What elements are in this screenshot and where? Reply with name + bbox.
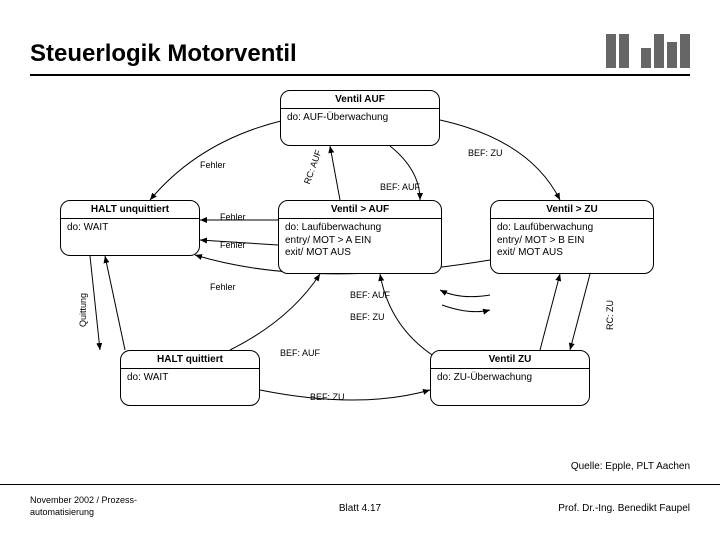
- footer-center: Blatt 4.17: [339, 503, 381, 514]
- slide-title: Steuerlogik Motorventil: [30, 40, 297, 68]
- state-body: do: Laufüberwachungentry/ MOT > A EINexi…: [279, 219, 441, 263]
- edge-label: Fehler: [220, 212, 246, 222]
- state-title: Ventil AUF: [281, 91, 439, 109]
- state-title: Ventil > ZU: [491, 201, 653, 219]
- htw-logo: [606, 34, 690, 68]
- state-halt-q: HALT quittiertdo: WAIT: [120, 350, 260, 406]
- edge-label: BEF: ZU: [350, 312, 385, 322]
- state-ventil-auf: Ventil AUFdo: AUF-Überwachung: [280, 90, 440, 146]
- source-citation: Quelle: Epple, PLT Aachen: [571, 461, 690, 472]
- state-ventil-gt-auf: Ventil > AUFdo: Laufüberwachungentry/ MO…: [278, 200, 442, 274]
- slide-header: Steuerlogik Motorventil: [30, 28, 690, 76]
- state-title: HALT unquittiert: [61, 201, 199, 219]
- edge-label: RC: AUF: [302, 149, 324, 186]
- state-title: HALT quittiert: [121, 351, 259, 369]
- slide-footer: November 2002 / Prozess- automatisierung…: [0, 484, 720, 540]
- edge-label: Fehler: [220, 240, 246, 250]
- state-halt-unq: HALT unquittiertdo: WAIT: [60, 200, 200, 256]
- state-title: Ventil ZU: [431, 351, 589, 369]
- state-body: do: WAIT: [61, 219, 199, 238]
- footer-left-l1: November 2002 / Prozess-: [30, 495, 137, 505]
- edge-label: BEF: AUF: [380, 182, 420, 192]
- edge-label: BEF: ZU: [310, 392, 345, 402]
- state-diagram: Ventil AUFdo: AUF-Überwachung HALT unquit…: [60, 90, 660, 440]
- edge-label: Fehler: [210, 282, 236, 292]
- edge-label: BEF: AUF: [350, 290, 390, 300]
- edge-label: Fehler: [200, 160, 226, 170]
- state-body: do: Laufüberwachungentry/ MOT > B EINexi…: [491, 219, 653, 263]
- edge-label: RC: ZU: [605, 300, 615, 330]
- state-ventil-zu: Ventil ZUdo: ZU-Überwachung: [430, 350, 590, 406]
- state-body: do: AUF-Überwachung: [281, 109, 439, 128]
- footer-left-l2: automatisierung: [30, 507, 94, 517]
- footer-left: November 2002 / Prozess- automatisierung: [30, 495, 137, 518]
- state-body: do: ZU-Überwachung: [431, 369, 589, 388]
- state-body: do: WAIT: [121, 369, 259, 388]
- edge-label: Quittung: [78, 293, 88, 327]
- footer-right: Prof. Dr.-Ing. Benedikt Faupel: [558, 503, 690, 514]
- state-ventil-gt-zu: Ventil > ZUdo: Laufüberwachungentry/ MOT…: [490, 200, 654, 274]
- state-title: Ventil > AUF: [279, 201, 441, 219]
- edge-label: BEF: AUF: [280, 348, 320, 358]
- edge-label: BEF: ZU: [468, 148, 503, 158]
